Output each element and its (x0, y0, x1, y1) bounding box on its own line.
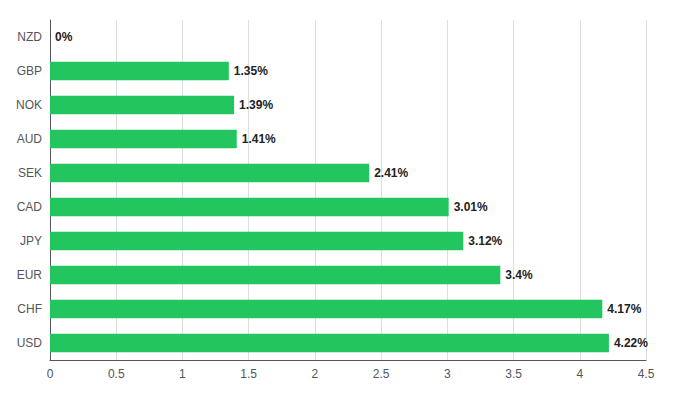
svg-text:NOK: NOK (16, 98, 42, 112)
svg-text:JPY: JPY (20, 234, 42, 248)
svg-text:NZD: NZD (17, 30, 42, 44)
svg-text:3: 3 (444, 367, 451, 381)
svg-text:3.5: 3.5 (505, 367, 522, 381)
svg-text:1.41%: 1.41% (242, 132, 276, 146)
svg-text:0: 0 (47, 367, 54, 381)
svg-text:EUR: EUR (17, 268, 43, 282)
svg-text:0.5: 0.5 (108, 367, 125, 381)
svg-text:1.35%: 1.35% (234, 64, 268, 78)
svg-text:4.5: 4.5 (638, 367, 655, 381)
svg-text:0%: 0% (55, 30, 73, 44)
svg-text:GBP: GBP (17, 64, 42, 78)
svg-text:1.39%: 1.39% (239, 98, 273, 112)
svg-text:CHF: CHF (17, 302, 42, 316)
svg-text:AUD: AUD (17, 132, 43, 146)
svg-text:2.41%: 2.41% (374, 166, 408, 180)
svg-text:CAD: CAD (17, 200, 43, 214)
svg-text:4.17%: 4.17% (607, 302, 641, 316)
svg-text:2: 2 (312, 367, 319, 381)
svg-text:3.12%: 3.12% (468, 234, 502, 248)
svg-text:1: 1 (179, 367, 186, 381)
svg-text:3.01%: 3.01% (454, 200, 488, 214)
svg-text:1.5: 1.5 (240, 367, 257, 381)
svg-text:4.22%: 4.22% (614, 336, 648, 350)
svg-text:4: 4 (576, 367, 583, 381)
svg-text:2.5: 2.5 (373, 367, 390, 381)
svg-text:SEK: SEK (18, 166, 42, 180)
svg-text:3.4%: 3.4% (505, 268, 533, 282)
svg-text:USD: USD (17, 336, 43, 350)
